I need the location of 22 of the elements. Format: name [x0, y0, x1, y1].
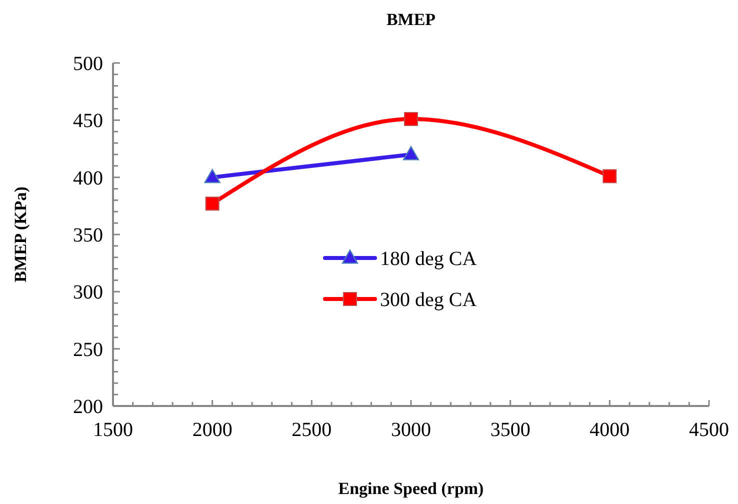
y-axis-title: BMEP (KPa) [11, 186, 30, 282]
y-tick-label: 400 [73, 167, 103, 190]
legend-label: 300 deg CA [380, 289, 478, 311]
x-tick-label: 3000 [391, 419, 431, 441]
chart-title: BMEP [386, 10, 436, 29]
y-tick-label: 300 [73, 282, 103, 304]
point [602, 169, 617, 184]
x-axis-title: Engine Speed (rpm) [338, 479, 484, 498]
legend-label: 180 deg CA [380, 248, 478, 270]
x-tick-label: 1500 [93, 419, 133, 441]
x-tick-label: 2000 [192, 419, 232, 441]
y-tick-label: 350 [73, 224, 103, 246]
x-tick-label: 4500 [689, 419, 729, 441]
x-tick-label: 4000 [590, 419, 630, 441]
x-tick-label: 3500 [490, 419, 530, 441]
y-tick-label: 500 [73, 53, 103, 75]
point [404, 112, 418, 126]
y-tick-label: 200 [73, 396, 103, 418]
y-tick-label: 450 [73, 110, 103, 132]
x-tick-label: 2500 [292, 419, 332, 441]
point [205, 196, 220, 211]
y-tick-label: 250 [73, 338, 103, 361]
